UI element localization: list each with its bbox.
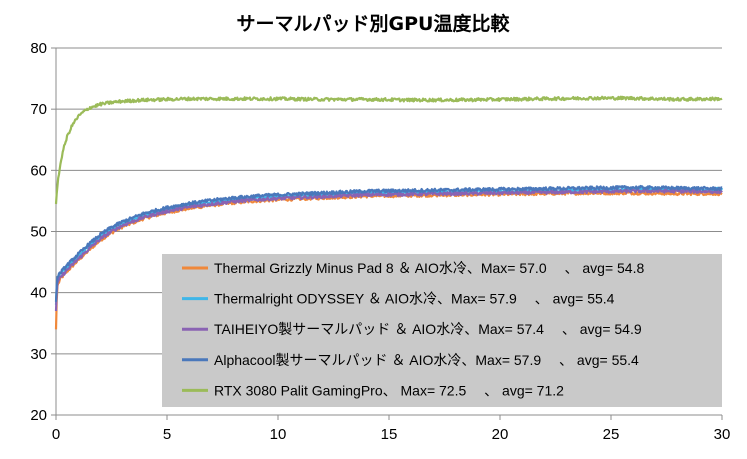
legend: Thermal Grizzly Minus Pad 8 ＆ AIO水冷、Max=… — [162, 254, 722, 407]
series-line-4 — [54, 184, 723, 302]
x-tick-label: 15 — [381, 426, 398, 443]
axes — [51, 47, 723, 420]
legend-entry: TAIHEIYO製サーマルパッド ＆ AIO水冷、Max= 57.4 、 avg… — [214, 321, 642, 337]
y-tick-label: 20 — [30, 407, 47, 424]
x-tick-label: 10 — [270, 426, 287, 443]
legend-box — [162, 254, 722, 407]
x-tick-label: 30 — [714, 426, 731, 443]
y-tick-label: 50 — [30, 224, 47, 241]
x-tick-label: 25 — [603, 426, 620, 443]
chart-title: サーマルパッド別GPU温度比較 — [237, 12, 511, 35]
series-line-3 — [54, 188, 723, 312]
legend-entry: Alphacool製サーマルパッド ＆ AIO水冷、Max= 57.9 、 av… — [214, 352, 639, 368]
legend-entry: Thermal Grizzly Minus Pad 8 ＆ AIO水冷、Max=… — [214, 260, 644, 276]
y-tick-labels: 20 30 40 50 60 70 80 — [30, 40, 47, 424]
x-tick-labels: 0 5 10 15 20 25 30 — [52, 426, 731, 443]
x-tick-label: 20 — [492, 426, 509, 443]
x-tick-label: 0 — [52, 426, 60, 443]
x-tick-label: 5 — [163, 426, 171, 443]
y-tick-label: 40 — [30, 285, 47, 302]
legend-entry: RTX 3080 Palit GamingPro、 Max= 72.5 、 av… — [214, 382, 564, 398]
y-tick-label: 80 — [30, 40, 47, 57]
y-tick-label: 70 — [30, 101, 47, 118]
legend-entry: Thermalright ODYSSEY ＆ AIO水冷、Max= 57.9 、… — [214, 291, 615, 307]
series-lines — [54, 95, 724, 330]
series-line-5 — [54, 95, 723, 205]
y-tick-label: 30 — [30, 346, 47, 363]
y-tick-label: 60 — [30, 162, 47, 179]
